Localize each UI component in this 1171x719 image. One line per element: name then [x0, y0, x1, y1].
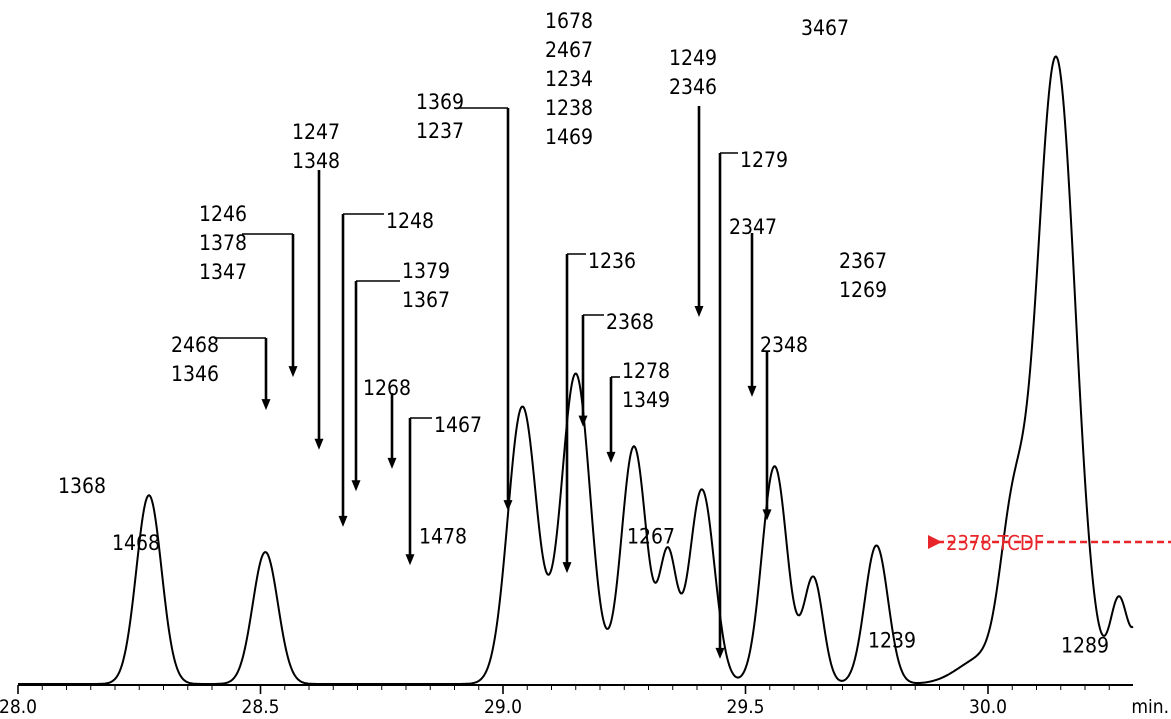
peak-label-1238: 1238 [545, 96, 593, 120]
arrow-head [387, 457, 397, 469]
peak-label-1247: 1247 [292, 120, 340, 144]
peak-label-1467: 1467 [434, 413, 482, 437]
peak-label-2367: 2367 [839, 249, 887, 273]
arrow-head [562, 562, 572, 574]
peak-arrows [214, 106, 772, 659]
peak-label-1236: 1236 [588, 249, 636, 273]
x-tick-label: 29.5 [726, 696, 764, 718]
peak-label-1378: 1378 [199, 231, 247, 255]
arrow-head [338, 515, 348, 527]
peak-label-1349: 1349 [622, 388, 670, 412]
peak-label-1367: 1367 [402, 288, 450, 312]
peak-labels: 1368 1468 2468 1346 1246 1378 1347 1247 1348 1248… [58, 9, 1109, 657]
peak-label-1267: 1267 [627, 524, 675, 548]
x-tick-label: 29.0 [484, 696, 522, 718]
arrow-head [503, 500, 513, 512]
highlight-label: 2378 TCDF [946, 531, 1044, 555]
peak-label-1348: 1348 [292, 149, 340, 173]
x-tick-label: 28.5 [241, 696, 279, 718]
peak-label-2346: 2346 [669, 75, 717, 99]
peak-label-2368: 2368 [606, 310, 654, 334]
x-axis: 28.028.529.029.530.030.531.031.5032.032.… [0, 684, 1133, 718]
arrow-head [762, 509, 772, 521]
peak-label-2468: 2468 [171, 333, 219, 357]
arrow-head [288, 366, 298, 378]
peak-label-1478: 1478 [419, 524, 467, 548]
x-tick-label: 30.0 [969, 696, 1007, 718]
arrow-head [261, 399, 271, 411]
peak-label-1268: 1268 [363, 376, 411, 400]
peak-label-1246: 1246 [199, 202, 247, 226]
peak-label-1379: 1379 [402, 259, 450, 283]
arrow-head [314, 438, 324, 450]
peak-label-2347: 2347 [729, 215, 777, 239]
peak-label-1347: 1347 [199, 260, 247, 284]
peak-label-1248: 1248 [386, 209, 434, 233]
peak-label-1269: 1269 [839, 278, 887, 302]
peak-label-1279: 1279 [740, 148, 788, 172]
tcdf-highlight: 2378 TCDF [928, 531, 1171, 555]
peak-label-1278: 1278 [622, 359, 670, 383]
arrow-head [578, 415, 588, 427]
x-axis-unit: min. [1131, 696, 1169, 718]
peak-label-3467: 3467 [801, 16, 849, 40]
arrow-head [405, 554, 415, 566]
peak-label-1469: 1469 [545, 125, 593, 149]
highlight-arrow-head [928, 535, 942, 549]
peak-label-1346: 1346 [171, 362, 219, 386]
peak-label-1289: 1289 [1061, 633, 1109, 657]
peak-label-1239: 1239 [868, 629, 916, 653]
peak-label-1368: 1368 [58, 474, 106, 498]
peak-label-1369: 1369 [416, 90, 464, 114]
arrow-head [351, 480, 361, 492]
peak-label-1678: 1678 [545, 9, 593, 33]
peak-label-2467: 2467 [545, 38, 593, 62]
arrow-head [747, 385, 757, 397]
arrow-head [606, 451, 616, 463]
peak-label-1249: 1249 [669, 46, 717, 70]
peak-label-1234: 1234 [545, 67, 593, 91]
peak-label-2348: 2348 [760, 333, 808, 357]
arrow-head [715, 647, 725, 659]
x-tick-label: 28.0 [0, 696, 37, 718]
peak-label-1237: 1237 [416, 119, 464, 143]
peak-label-1468: 1468 [112, 531, 160, 555]
arrow-head [694, 306, 704, 318]
